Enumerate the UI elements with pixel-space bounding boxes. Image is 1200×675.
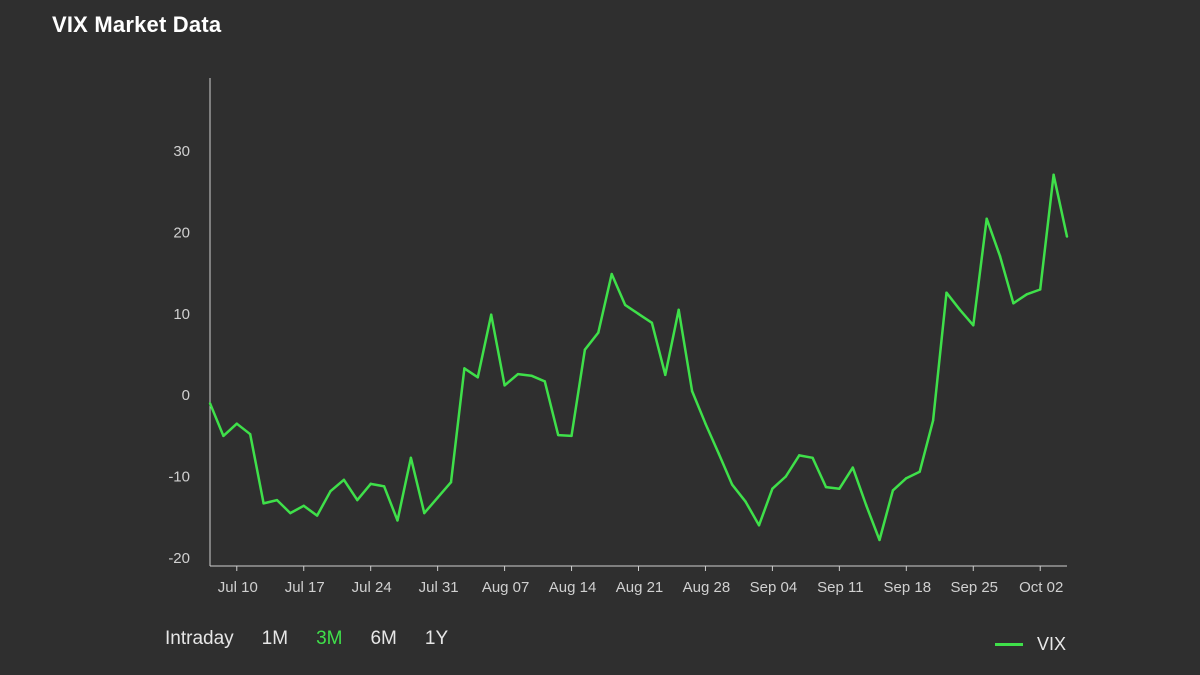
- vix-data-point: [650, 321, 654, 325]
- vix-data-point: [838, 487, 841, 490]
- vix-data-point: [369, 482, 372, 486]
- x-tick-label: Sep 04: [750, 579, 798, 596]
- x-tick-label: Sep 18: [884, 579, 932, 596]
- x-tick-label: Aug 14: [549, 579, 597, 596]
- x-tick-label: Jul 24: [352, 579, 392, 596]
- vix-data-point: [704, 422, 707, 425]
- vix-data-point: [490, 313, 493, 316]
- vix-data-point: [851, 466, 854, 469]
- vix-data-point: [302, 504, 305, 508]
- vix-data-point: [677, 308, 680, 311]
- range-selector: Intraday 1M 3M 6M 1Y: [165, 628, 476, 650]
- vix-data-point: [731, 483, 734, 486]
- y-tick-label: -10: [168, 469, 190, 486]
- x-tick-label: Sep 25: [950, 579, 998, 596]
- vix-data-point: [262, 502, 265, 505]
- vix-data-point: [356, 498, 359, 502]
- vix-data-point: [1025, 293, 1029, 296]
- vix-data-point: [248, 433, 252, 436]
- vix-data-point: [905, 476, 908, 480]
- vix-data-point: [797, 454, 801, 457]
- vix-data-point: [476, 376, 480, 379]
- vix-data-point: [463, 367, 466, 370]
- range-3m-button[interactable]: 3M: [316, 628, 343, 649]
- vix-data-point: [583, 348, 587, 351]
- range-1y-button[interactable]: 1Y: [424, 628, 449, 649]
- vix-data-point: [275, 498, 279, 502]
- vix-data-point: [1012, 302, 1015, 305]
- legend-label-vix: VIX: [1037, 634, 1067, 654]
- vix-data-point: [690, 389, 694, 393]
- vix-data-point: [289, 511, 292, 515]
- vix-data-point: [556, 433, 560, 437]
- vix-data-point: [623, 303, 627, 307]
- vix-data-point: [717, 452, 721, 455]
- vix-data-point: [784, 475, 787, 478]
- vix-series-line: [208, 173, 1069, 542]
- x-tick-label: Jul 31: [419, 579, 459, 596]
- vix-data-point: [570, 434, 573, 438]
- legend-swatch-vix: [995, 643, 1023, 646]
- x-tick-label: Jul 10: [218, 579, 258, 596]
- vix-data-point: [543, 380, 546, 383]
- range-intraday-button[interactable]: Intraday: [165, 628, 234, 649]
- range-1m-button[interactable]: 1M: [261, 628, 289, 649]
- y-tick-label: 20: [173, 225, 190, 242]
- vix-data-point: [945, 291, 948, 294]
- x-tick-label: Aug 28: [683, 579, 731, 596]
- y-tick-label: -20: [168, 550, 190, 567]
- vix-data-point: [503, 384, 506, 387]
- vix-data-point: [222, 434, 225, 438]
- vix-data-point: [315, 514, 319, 517]
- chart-legend: VIX: [995, 634, 1066, 655]
- vix-data-point: [664, 373, 667, 377]
- vix-data-point: [342, 478, 346, 481]
- range-6m-button[interactable]: 6M: [370, 628, 397, 649]
- vix-data-point: [208, 402, 212, 405]
- vix-data-point: [972, 324, 975, 327]
- vix-data-point: [811, 456, 814, 460]
- x-tick-label: Jul 17: [285, 579, 325, 596]
- vix-data-point: [610, 272, 613, 276]
- vix-data-point: [235, 422, 238, 425]
- vix-data-point: [824, 485, 828, 489]
- y-tick-label: 10: [173, 306, 190, 323]
- vix-data-point: [891, 489, 895, 492]
- vix-data-point: [329, 489, 332, 493]
- x-tick-label: Aug 21: [616, 579, 664, 596]
- vix-data-point: [396, 519, 399, 522]
- vix-data-point: [931, 419, 935, 422]
- vix-data-point: [516, 372, 520, 376]
- vix-data-point: [757, 524, 761, 527]
- vix-data-point: [864, 503, 868, 507]
- vix-data-point: [985, 217, 988, 220]
- x-tick-label: Oct 02: [1019, 579, 1063, 596]
- vix-data-point: [958, 308, 962, 311]
- y-tick-label: 0: [182, 387, 190, 404]
- vix-data-point: [771, 487, 774, 490]
- x-tick-label: Aug 07: [482, 579, 530, 596]
- vix-data-point: [597, 331, 600, 334]
- vix-data-point: [382, 485, 386, 488]
- vix-data-point: [449, 481, 453, 484]
- vix-data-point: [409, 456, 413, 460]
- vix-data-point: [1052, 173, 1055, 176]
- vix-data-point: [918, 470, 921, 473]
- vix-data-point: [637, 312, 640, 316]
- x-tick-label: Sep 11: [817, 579, 863, 596]
- vix-data-point: [744, 500, 747, 503]
- vix-data-point: [998, 254, 1002, 258]
- vix-data-point: [423, 511, 426, 515]
- vix-data-point: [1065, 235, 1069, 238]
- page-title: VIX Market Data: [52, 12, 222, 37]
- vix-data-point: [878, 538, 881, 542]
- vix-data-point: [1039, 288, 1042, 291]
- vix-data-point: [436, 496, 439, 499]
- vix-data-point: [530, 374, 533, 377]
- y-tick-label: 30: [173, 143, 190, 160]
